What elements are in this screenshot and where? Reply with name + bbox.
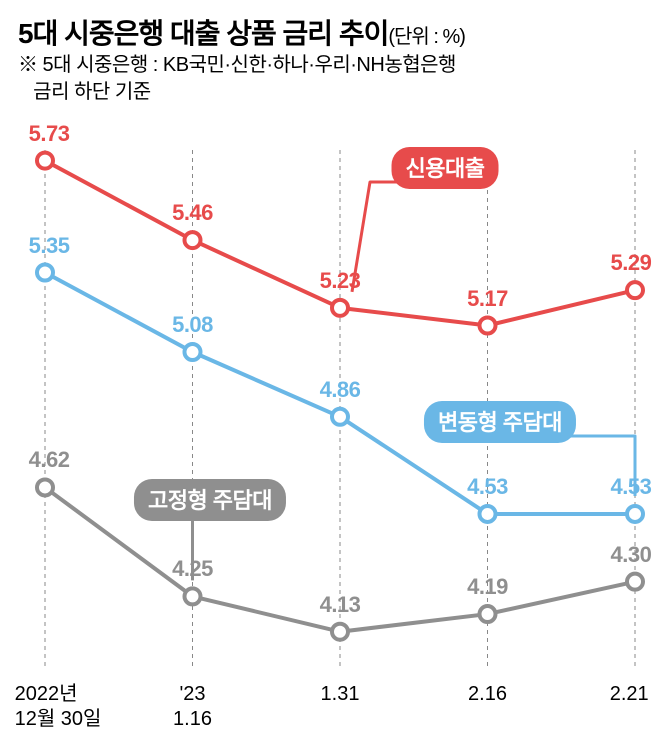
marker-credit bbox=[332, 300, 348, 316]
chart-title: 5대 시중은행 대출 상품 금리 추이(단위 : %) bbox=[18, 12, 465, 52]
marker-fixed bbox=[480, 606, 496, 622]
subtitle-line2: 금리 하단 기준 bbox=[33, 81, 151, 103]
value-label-fixed: 4.19 bbox=[467, 574, 508, 600]
marker-credit bbox=[37, 153, 53, 169]
value-label-fixed: 4.30 bbox=[611, 542, 652, 568]
chart-area: 5.735.465.235.175.29신용대출5.355.084.864.53… bbox=[0, 130, 661, 750]
marker-variable bbox=[627, 506, 643, 522]
marker-variable bbox=[332, 409, 348, 425]
marker-fixed bbox=[332, 624, 348, 640]
x-axis-label: 2022년12월 30일 bbox=[15, 682, 102, 732]
x-axis-label: '231.16 bbox=[173, 682, 212, 732]
marker-variable bbox=[480, 506, 496, 522]
value-label-credit: 5.17 bbox=[467, 286, 508, 312]
series-tag-credit: 신용대출 bbox=[392, 147, 499, 189]
x-axis-label: 2.16 bbox=[468, 682, 507, 707]
title-unit: (단위 : %) bbox=[388, 26, 465, 48]
chart-subtitle: ※ 5대 시중은행 : KB국민·신한·하나·우리·NH농협은행 금리 하단 기… bbox=[18, 52, 456, 106]
marker-variable bbox=[37, 265, 53, 281]
marker-variable bbox=[185, 344, 201, 360]
x-axis-label: 2.21 bbox=[610, 682, 649, 707]
marker-credit bbox=[627, 282, 643, 298]
title-main: 5대 시중은행 대출 상품 금리 추이 bbox=[18, 18, 388, 49]
marker-credit bbox=[480, 318, 496, 334]
value-label-fixed: 4.62 bbox=[29, 447, 70, 473]
value-label-credit: 5.73 bbox=[29, 121, 70, 147]
marker-fixed bbox=[37, 479, 53, 495]
value-label-variable: 4.53 bbox=[467, 474, 508, 500]
value-label-variable: 5.08 bbox=[172, 312, 213, 338]
value-label-variable: 4.86 bbox=[320, 377, 361, 403]
marker-fixed bbox=[627, 574, 643, 590]
value-label-credit: 5.46 bbox=[172, 200, 213, 226]
subtitle-line1: ※ 5대 시중은행 : KB국민·신한·하나·우리·NH농협은행 bbox=[18, 54, 456, 76]
marker-fixed bbox=[185, 588, 201, 604]
value-label-fixed: 4.13 bbox=[320, 592, 361, 618]
value-label-variable: 5.35 bbox=[29, 233, 70, 259]
value-label-variable: 4.53 bbox=[611, 474, 652, 500]
series-tag-fixed: 고정형 주담대 bbox=[134, 479, 286, 521]
series-tag-variable: 변동형 주담대 bbox=[424, 401, 576, 443]
value-label-credit: 5.23 bbox=[320, 268, 361, 294]
marker-credit bbox=[185, 232, 201, 248]
value-label-credit: 5.29 bbox=[611, 250, 652, 276]
x-axis-label: 1.31 bbox=[321, 682, 360, 707]
value-label-fixed: 4.25 bbox=[172, 556, 213, 582]
